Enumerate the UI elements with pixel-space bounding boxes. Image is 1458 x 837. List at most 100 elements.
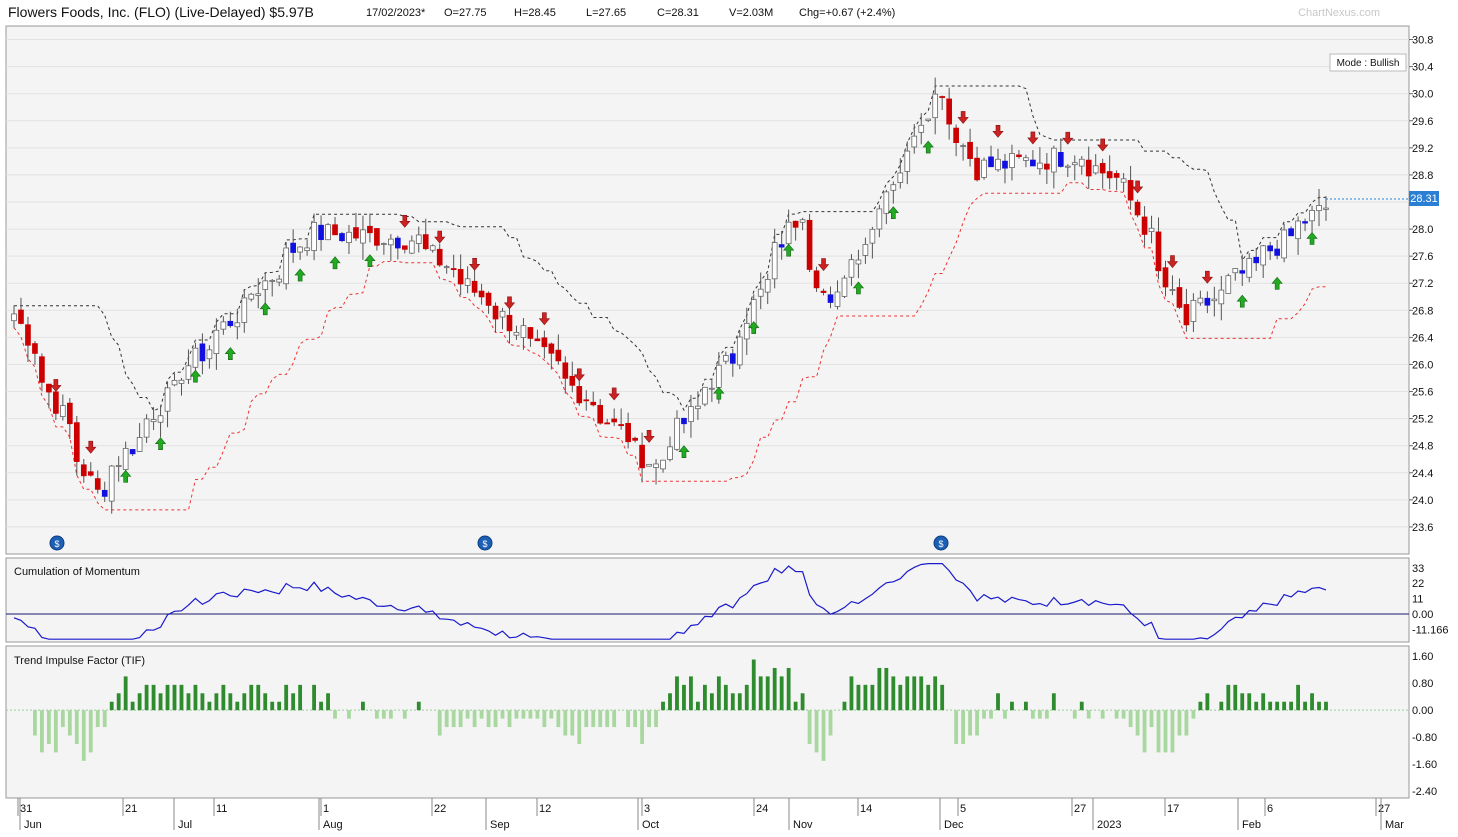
tif-bar: [863, 684, 868, 711]
up-arrow-icon: [120, 469, 132, 483]
dividend-icon[interactable]: $: [49, 535, 65, 551]
tif-bar: [1024, 701, 1028, 711]
candle-body: [569, 375, 576, 386]
dividend-icon[interactable]: $: [933, 535, 949, 551]
tif-bar: [1261, 693, 1266, 711]
candle: [911, 123, 918, 154]
dividend-icon[interactable]: $: [477, 535, 493, 551]
month-label: Aug: [323, 819, 343, 831]
candle-body: [1085, 159, 1092, 177]
candle: [60, 394, 66, 421]
candle: [541, 330, 548, 359]
candle-body: [185, 365, 192, 380]
candle: [799, 217, 806, 231]
candle-body: [129, 449, 136, 455]
candle-body: [890, 184, 897, 191]
tif-bar: [633, 710, 638, 728]
candle: [25, 316, 31, 362]
price-tick-label: 24.0: [1412, 495, 1433, 507]
candle: [1155, 217, 1162, 280]
candle: [1295, 216, 1301, 255]
candle: [143, 414, 150, 443]
candle-body: [1239, 270, 1246, 274]
tif-bar: [235, 701, 240, 711]
candle-body: [1295, 220, 1301, 240]
candle-body: [1323, 207, 1329, 210]
candle-body: [827, 294, 834, 303]
down-arrow-icon: [1062, 131, 1074, 145]
candle-body: [743, 322, 750, 340]
candle-body: [1064, 165, 1071, 168]
candle: [695, 391, 701, 420]
tif-bar: [144, 684, 149, 711]
tif-bar: [158, 693, 163, 711]
up-arrow-icon: [748, 321, 760, 334]
down-arrow-icon: [399, 215, 411, 228]
candle-body: [946, 98, 952, 125]
candle: [206, 345, 213, 369]
candle-body: [18, 309, 24, 324]
day-label: 14: [860, 803, 872, 815]
tif-bar: [40, 710, 44, 753]
candle: [80, 458, 87, 483]
candle: [841, 275, 848, 298]
candle: [234, 308, 241, 340]
tif-bar: [737, 693, 742, 711]
tif-bar: [270, 701, 275, 711]
candle-body: [143, 418, 150, 438]
tif-bar: [598, 710, 603, 728]
candle-body: [429, 245, 436, 251]
candle-body: [695, 405, 701, 410]
candle-body: [1009, 153, 1015, 168]
candle: [499, 307, 506, 330]
signal-arrows: [50, 111, 1318, 483]
tif-bar: [221, 684, 226, 711]
tif-bar: [249, 684, 254, 711]
candle: [464, 266, 471, 294]
price-tick-label: 29.6: [1412, 116, 1433, 128]
tif-bar: [1275, 701, 1280, 711]
candle: [1274, 239, 1280, 260]
up-arrow-icon: [189, 369, 202, 383]
tif-bar: [444, 710, 449, 728]
candle-body: [1023, 157, 1029, 161]
price-tick-label: 30.8: [1412, 35, 1433, 47]
candle: [548, 342, 555, 370]
candle: [1316, 188, 1322, 227]
candle: [709, 379, 715, 402]
candle: [276, 274, 283, 287]
tif-bar: [919, 676, 924, 711]
tif-bar: [807, 710, 812, 744]
candle: [618, 408, 624, 430]
month-label: Jul: [178, 819, 192, 831]
candle: [674, 410, 680, 451]
candle-body: [834, 291, 841, 307]
tif-bar: [67, 710, 72, 736]
tif-bar: [130, 701, 135, 711]
tif-bar: [716, 676, 721, 711]
candle: [255, 278, 262, 309]
candle-body: [206, 349, 213, 360]
candle-body: [1016, 154, 1022, 157]
candle-body: [681, 417, 687, 425]
candle: [492, 302, 499, 333]
tif-bar: [74, 710, 79, 744]
tif-bar: [744, 684, 749, 711]
tif-bar: [758, 676, 763, 711]
tif-bar: [1121, 710, 1126, 719]
candle-body: [925, 118, 932, 121]
up-arrow-icon: [1271, 276, 1283, 290]
candle: [688, 394, 694, 438]
candle-body: [646, 463, 652, 467]
candle: [269, 279, 276, 297]
price-tick-label: 30.4: [1412, 62, 1433, 74]
tif-bar: [786, 667, 791, 711]
tif-bar: [751, 659, 756, 711]
candle-body: [164, 387, 171, 412]
tif-bar: [605, 710, 610, 728]
candle-body: [269, 280, 276, 282]
candle: [108, 465, 115, 514]
candle-body: [506, 314, 513, 332]
candle-body: [492, 305, 499, 320]
candle-body: [513, 332, 520, 336]
